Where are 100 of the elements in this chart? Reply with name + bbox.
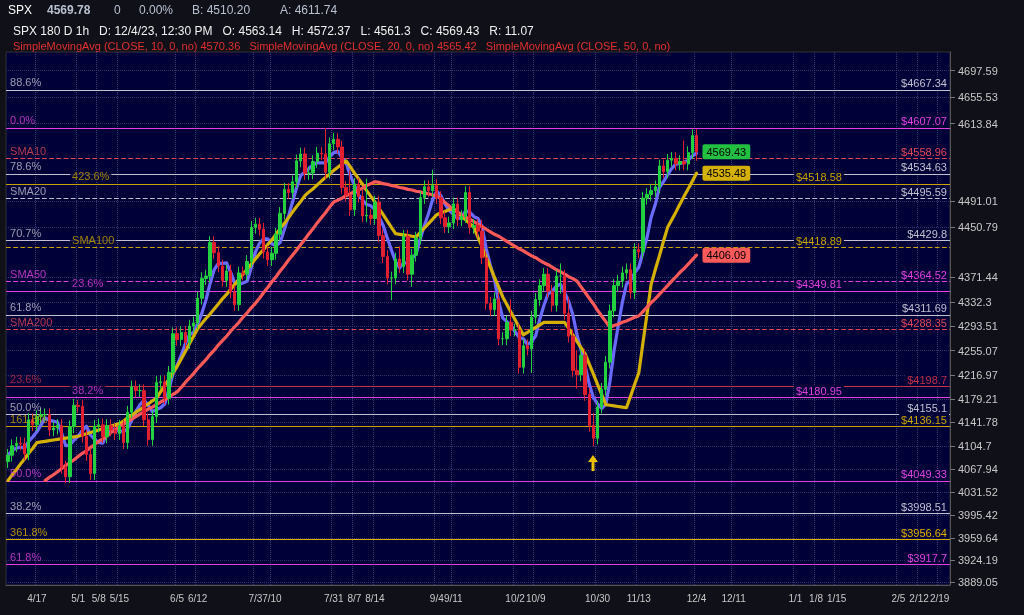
ref-line-label: $4364.52 xyxy=(901,268,947,281)
x-tick-label: 10/30 xyxy=(585,592,611,604)
annotation: 78.6% xyxy=(10,160,42,173)
ref-line-label: $4049.33 xyxy=(901,468,947,481)
ref-line-label: $4558.96 xyxy=(901,145,947,158)
annotation: 361.8% xyxy=(10,526,48,539)
candlestick xyxy=(225,264,228,288)
x-tick-label: 1/1 xyxy=(788,592,803,604)
text: B: 4510.20 xyxy=(192,3,251,17)
candlestick xyxy=(695,128,698,162)
candlestick xyxy=(373,195,377,226)
ref-line-label: $4288.35 xyxy=(901,317,947,330)
x-tick-label: 10/9 xyxy=(525,592,546,604)
y-tick-label: 3889.05 xyxy=(958,576,998,589)
ref-line-label: $3956.64 xyxy=(901,527,947,540)
candlestick xyxy=(658,159,661,194)
x-tick-label: 5/8 xyxy=(91,592,107,604)
y-tick-label: 3959.64 xyxy=(958,531,998,544)
y-tick-label: 4293.51 xyxy=(958,320,998,333)
y-tick-label: 4697.59 xyxy=(958,64,998,77)
candlestick xyxy=(402,229,405,274)
x-tick-label: 6/5 xyxy=(170,592,185,604)
y-tick-label: 4104.7 xyxy=(958,439,992,452)
y-tick-label: 4371.44 xyxy=(958,271,998,284)
ref-line-label: $4429.8 xyxy=(907,227,947,240)
candlestick xyxy=(456,197,459,227)
ref-line-label: $3998.51 xyxy=(901,500,947,513)
candlestick xyxy=(237,266,241,312)
y-tick-label: 4613.84 xyxy=(958,117,998,130)
annotation: SMA200 xyxy=(10,316,53,329)
y-tick-label: 3995.42 xyxy=(958,509,998,522)
ref-line-label: $4136.15 xyxy=(901,413,947,426)
candlestick xyxy=(175,326,179,347)
candlestick xyxy=(509,299,513,337)
y-tick-label: 4067.94 xyxy=(958,463,998,476)
candlestick xyxy=(56,418,59,435)
text: A: 4611.74 xyxy=(280,3,338,17)
annotation: 423.6% xyxy=(72,170,110,183)
candlestick xyxy=(505,315,509,346)
x-tick-label: 5/1 xyxy=(71,592,86,604)
x-tick-label: 11/13 xyxy=(626,592,652,604)
candlestick xyxy=(518,323,521,375)
candlestick xyxy=(324,127,327,180)
candlestick xyxy=(641,191,645,259)
text: 4569.43 xyxy=(706,145,747,158)
annotation: 23.6% xyxy=(72,277,104,290)
annotation: 50.0% xyxy=(10,400,42,413)
text: SPX xyxy=(8,3,33,17)
candlestick xyxy=(678,154,682,171)
x-tick-label: 8/14 xyxy=(365,592,386,604)
candlestick xyxy=(365,178,368,223)
x-tick-label: 12/11 xyxy=(721,592,747,604)
y-tick-label: 4216.97 xyxy=(958,368,998,381)
ref-line-label: $4155.1 xyxy=(907,401,947,414)
candlestick xyxy=(353,177,356,217)
candlestick xyxy=(134,380,138,398)
y-tick-label: 4450.79 xyxy=(958,220,998,233)
x-tick-label: 9/4 xyxy=(429,592,445,604)
chart-title: SPX 180 D 1h D: 12/4/23, 12:30 PM O: 4563.14 H: 4572.37 L: 4561.3 C: 4569.43 R: 11.07 xyxy=(13,24,535,38)
x-tick-label: 8/7 xyxy=(347,592,362,604)
x-tick-label: 1/8 xyxy=(809,592,824,604)
ref-line-label: $4180.95 xyxy=(795,385,842,398)
ref-line-label: $4311.69 xyxy=(901,302,947,315)
candlestick xyxy=(101,418,105,444)
ref-line-label: $4349.81 xyxy=(795,278,842,291)
annotation: 23.6% xyxy=(10,372,42,385)
candlestick xyxy=(52,421,55,437)
candlestick xyxy=(464,185,467,224)
candlestick xyxy=(138,383,142,398)
candlestick xyxy=(431,169,434,198)
annotation: 38.2% xyxy=(10,499,42,512)
x-tick-label: 2/12 xyxy=(909,592,930,604)
candlestick xyxy=(328,136,331,180)
text: 4569.78 xyxy=(47,3,91,17)
candlestick xyxy=(682,140,686,171)
candlestick xyxy=(303,147,307,181)
data-label: 4406.09 xyxy=(706,249,747,262)
y-tick-label: 3924.19 xyxy=(958,554,998,567)
text: 0.00% xyxy=(139,3,174,17)
y-tick-label: 4255.07 xyxy=(958,344,998,357)
x-tick-label: 1/15 xyxy=(826,592,847,604)
annotation: SMA20 xyxy=(10,184,47,197)
ref-line-label: $4198.7 xyxy=(907,373,947,386)
candlestick xyxy=(559,262,562,295)
annotation: 61.8% xyxy=(10,301,42,314)
annotation: 61.8% xyxy=(10,550,42,563)
candlestick xyxy=(398,245,401,274)
y-tick-label: 4031.52 xyxy=(958,486,998,499)
ref-line-label: $4518.58 xyxy=(795,171,842,184)
candlestick xyxy=(109,418,113,437)
candlestick xyxy=(649,183,653,202)
y-tick-label: 4332.3 xyxy=(958,295,992,308)
y-tick-label: 4141.78 xyxy=(958,416,998,429)
x-tick-label: 7/31 xyxy=(323,592,344,604)
candlestick xyxy=(555,269,558,313)
annotation: SMA50 xyxy=(10,267,47,280)
ref-line-label: $4495.59 xyxy=(901,185,947,198)
annotation: 38.2% xyxy=(72,384,104,397)
candlestick xyxy=(513,323,517,337)
candlestick xyxy=(526,338,529,356)
